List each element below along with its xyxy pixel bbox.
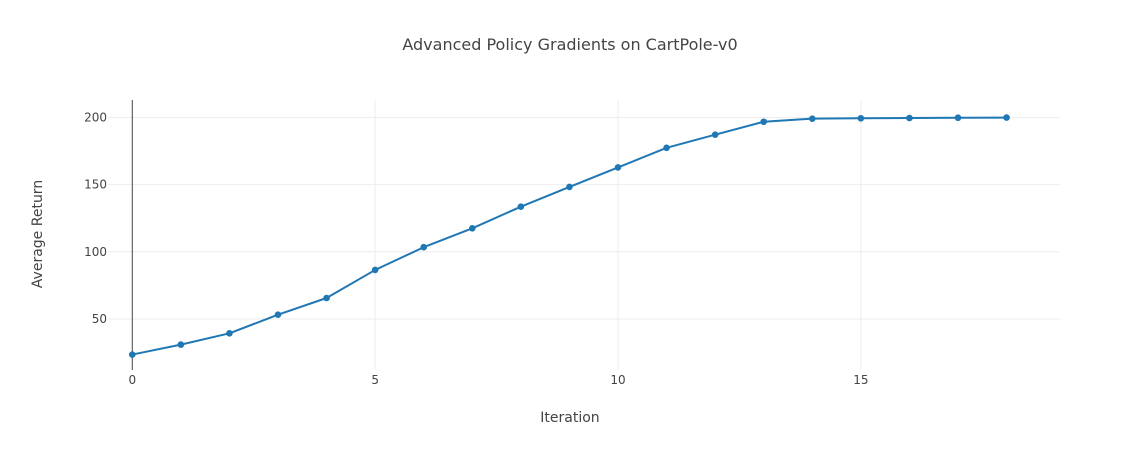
x-tick-label-0: 0 [128, 373, 136, 387]
data-point [954, 114, 962, 122]
x-tick-label-15: 15 [853, 373, 868, 387]
data-point [566, 183, 573, 191]
data-point [711, 131, 719, 138]
data-point [857, 114, 865, 122]
x-tick-label-10: 10 [610, 373, 625, 387]
data-point [128, 351, 136, 358]
data-point [906, 114, 913, 122]
data-point [177, 341, 185, 348]
y-axis-title: Average Return [30, 180, 46, 288]
data-point [226, 330, 233, 337]
y-tick-label-150: 150 [84, 178, 107, 192]
data-point [760, 118, 768, 126]
data-point [1003, 114, 1010, 121]
data-point [614, 164, 622, 171]
y-tick-label-200: 200 [84, 110, 107, 124]
data-point [323, 294, 330, 302]
y-tick-label-100: 100 [84, 245, 107, 259]
x-axis-title: Iteration [540, 410, 599, 426]
chart-title: Advanced Policy Gradients on CartPole-v0 [402, 35, 737, 54]
data-point [663, 144, 670, 152]
data-series [128, 114, 1010, 358]
gridlines [108, 100, 1060, 370]
data-point [468, 224, 476, 232]
y-tick-label-50: 50 [92, 312, 107, 326]
axes: 50 100 150 200 0 5 10 15 [84, 100, 868, 387]
data-point [274, 311, 282, 318]
x-tick-label-5: 5 [371, 373, 379, 387]
data-point [517, 203, 525, 210]
data-point [420, 243, 428, 251]
data-point [371, 266, 379, 274]
data-point [808, 115, 816, 122]
